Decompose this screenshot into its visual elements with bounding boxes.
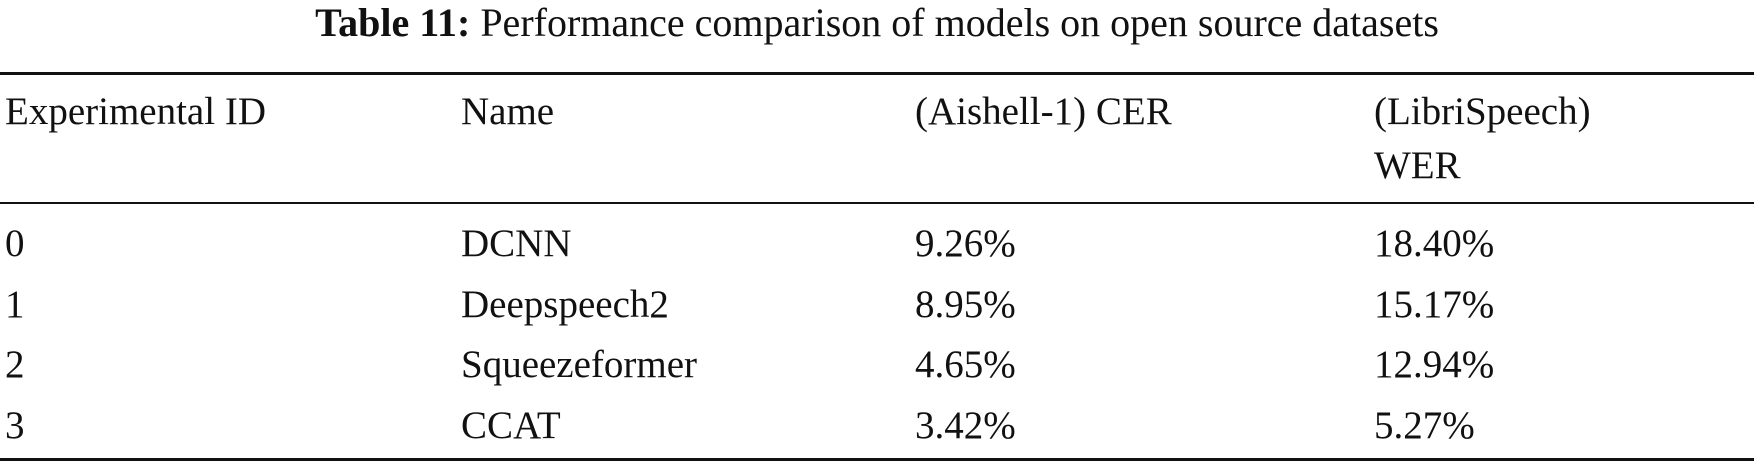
cell: 15.17%	[1374, 282, 1495, 326]
header-cell: (LibriSpeech) WER	[1374, 90, 1591, 187]
cell: 5.27%	[1374, 403, 1475, 447]
caption-label: Table 11:	[315, 0, 471, 45]
cell: Squeezeformer	[461, 343, 698, 386]
cell: 8.95%	[915, 282, 1016, 326]
cell: 9.26%	[915, 222, 1016, 265]
cell: 1	[5, 282, 25, 326]
cell: 4.65%	[915, 343, 1016, 386]
cell: 18.40%	[1374, 222, 1495, 265]
cell: CCAT	[461, 403, 561, 447]
header-cell: (Aishell-1) CER	[915, 90, 1172, 133]
cell: 3	[5, 403, 25, 447]
cell: 0	[5, 222, 25, 265]
header-cell: Name	[461, 90, 555, 133]
mid-rule	[0, 202, 1754, 204]
cell: 12.94%	[1374, 343, 1495, 386]
cell: Deepspeech2	[461, 282, 669, 326]
top-rule	[0, 72, 1754, 75]
cell: 2	[5, 343, 25, 386]
cell: 3.42%	[915, 403, 1016, 447]
table-caption: Table 11: Performance comparison of model…	[0, 0, 1754, 46]
caption-text: Performance comparison of models on open…	[480, 0, 1439, 45]
header-cell: Experimental ID	[5, 90, 266, 133]
cell: DCNN	[461, 222, 572, 265]
bottom-rule	[0, 458, 1754, 461]
